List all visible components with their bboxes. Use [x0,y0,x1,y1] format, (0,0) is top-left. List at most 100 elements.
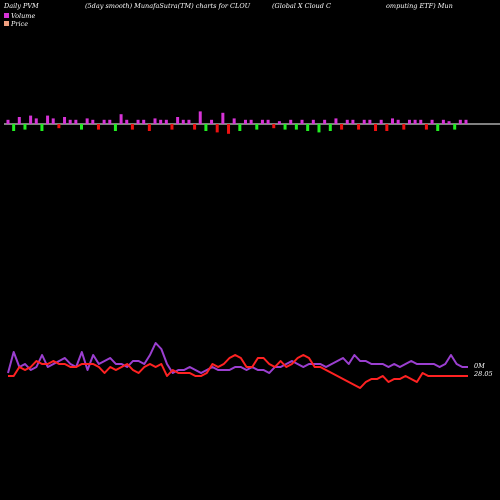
price-readout: 28.05 [473,370,493,378]
volume-bar [345,119,349,124]
volume-bar [164,119,168,124]
volume-bar [255,124,259,130]
volume-bar [176,117,180,124]
volume-bar [272,124,276,129]
volume-bar [232,118,236,124]
volume-bar [91,119,95,124]
volume-bar [294,124,298,130]
volume-bar [34,118,38,124]
volume-bar [300,119,304,124]
volume-bar [328,124,332,131]
volume-bar [289,119,293,124]
volume-bar [413,119,417,124]
volume-bar [46,115,50,124]
volume-bar [23,124,27,130]
volume-bar [80,124,84,130]
volume-bar [96,124,100,130]
volume-bar [340,124,344,130]
volume-bar [283,124,287,130]
volume-bar [204,124,208,131]
volume-bar [385,124,389,131]
volume-bar [464,119,468,124]
volume-bar [125,119,129,124]
volume-bar [159,119,163,124]
pvm-lines [7,342,468,389]
volume-bar [317,124,321,133]
volume-bar [390,118,394,124]
volume-bar [402,124,406,130]
volume-bar [12,124,16,131]
header-segment: (5day smooth) MunafaSutra(TM) charts for… [85,2,251,10]
header: Daily PVM (5day smooth) MunafaSutra(TM) … [3,2,453,10]
volume-bar [453,124,457,130]
volume-bar [210,119,214,124]
volume-bar [17,117,21,124]
legend: Volume Price [4,12,35,28]
volume-bar [108,119,112,124]
volume-bar [147,124,151,131]
volume-bar [136,119,140,124]
volume-bar [130,124,134,130]
volume-bar [362,119,366,124]
volume-bar [215,124,219,133]
volume-bar [430,119,434,124]
volume-bar [40,124,44,131]
volume-bar [102,119,106,124]
volume-bar [458,119,462,124]
volume-bar [193,124,197,130]
volume-bars [6,111,468,134]
legend-swatch-price [4,21,9,26]
header-segment: Daily PVM [3,2,39,10]
volume-bar [368,119,372,124]
volume-bar [447,121,451,124]
volume-bar [187,119,191,124]
legend-label-price: Price [10,20,28,28]
header-segment: omputing ETF) Mun [386,2,453,10]
volume-bar [63,117,67,124]
volume-bar [243,119,247,124]
volume-bar [29,115,33,124]
volume-bar [396,119,400,124]
volume-bar [68,119,72,124]
volume-bar [441,119,445,124]
volume-bar [221,112,225,124]
volume-bar [57,124,61,129]
volume-bar [260,119,264,124]
volume-bar [51,118,55,124]
header-segment: (Global X Cloud C [272,2,331,10]
volume-bar [277,121,281,124]
volume-bar [374,124,378,131]
volume-bar [238,124,242,131]
volume-bar [85,118,89,124]
volume-readout: 0M [474,362,485,370]
volume-bar [351,119,355,124]
volume-bar [379,119,383,124]
price-line [8,354,468,389]
volume-bar [113,124,117,131]
volume-bar [227,124,231,134]
volume-bar [153,118,157,124]
volume-bar [249,119,253,124]
volume-bar [334,118,338,124]
volume-bar [407,119,411,124]
legend-swatch-volume [4,13,9,18]
volume-bar [436,124,440,131]
volume-bar [6,119,10,124]
volume-bar [357,124,361,130]
volume-bar [424,124,428,130]
volume-bar [419,119,423,124]
volume-bar [266,119,270,124]
volume-bar [119,114,123,124]
volume-bar [181,119,185,124]
volume-bar [198,111,202,124]
volume-bar [142,119,146,124]
volume-bar [323,119,327,124]
legend-label-volume: Volume [11,12,35,20]
volume-bar [74,119,78,124]
volume-bar [306,124,310,131]
volume-bar [311,119,315,124]
volume-line [7,342,468,374]
volume-bar [170,124,174,130]
